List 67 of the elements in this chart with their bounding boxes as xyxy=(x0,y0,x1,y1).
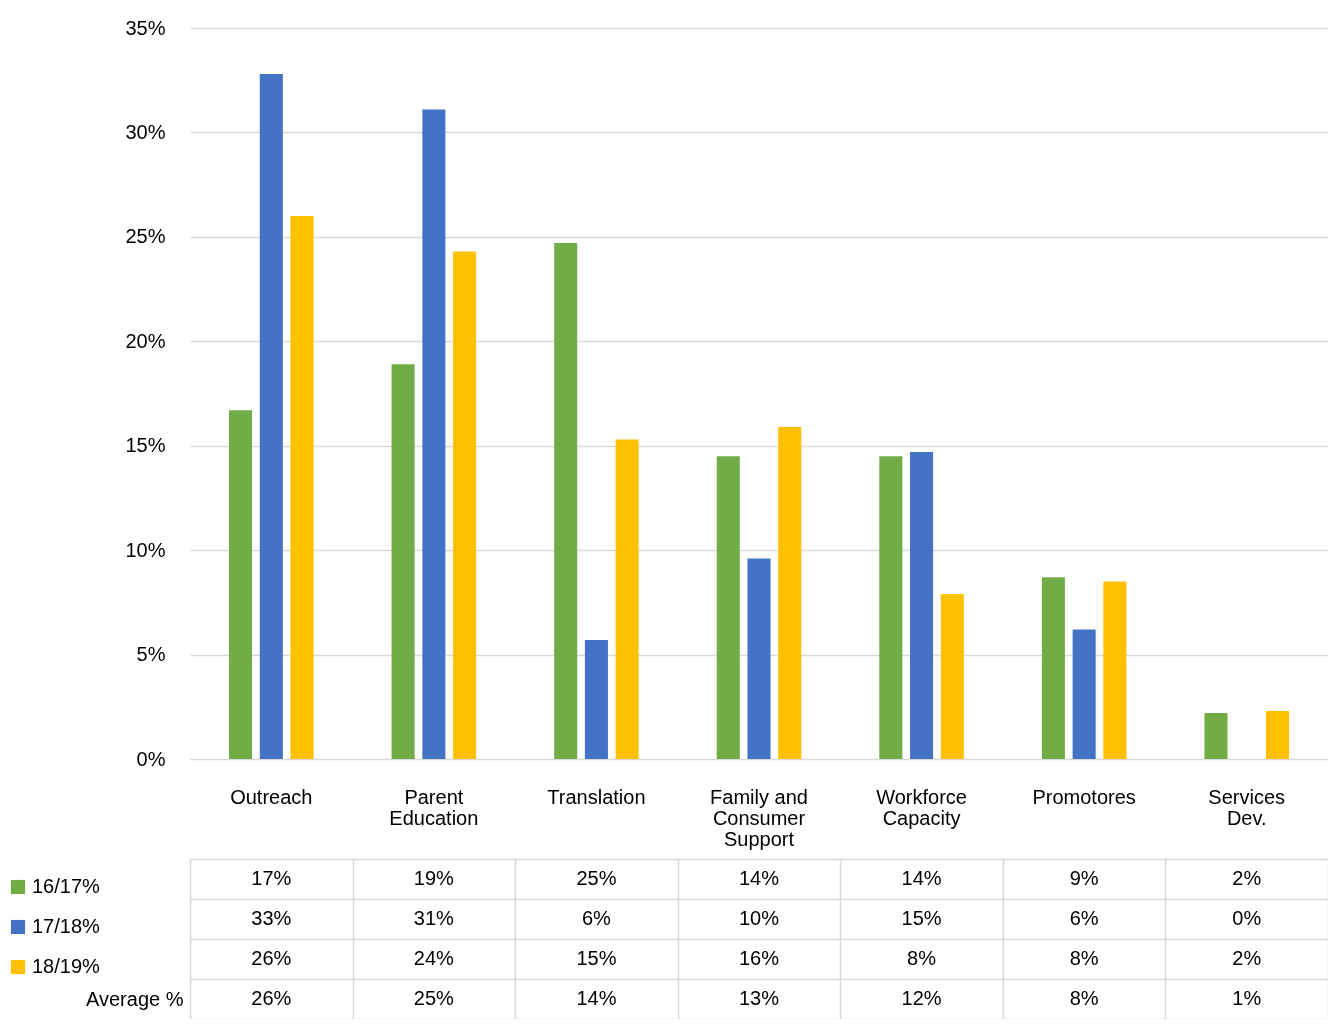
y-tick-label: 25% xyxy=(125,225,166,248)
y-tick-label: 15% xyxy=(125,434,166,457)
y-tick-label: 10% xyxy=(125,538,166,561)
data-label: 24% xyxy=(413,947,455,969)
bar xyxy=(716,456,740,759)
text: 26% xyxy=(251,987,292,1009)
data-label: 15% xyxy=(901,907,942,929)
data-label: 19% xyxy=(413,867,455,889)
bar xyxy=(290,215,314,759)
legend-label: 18/19% xyxy=(32,955,101,977)
bar xyxy=(1041,577,1065,759)
text: 1% xyxy=(1232,987,1262,1009)
x-tick-label: Outreach xyxy=(230,785,313,808)
bar xyxy=(584,639,608,759)
data-label: 33% xyxy=(251,907,292,929)
data-label: 14% xyxy=(738,867,780,889)
x-tick-label: Workforce Capacity xyxy=(876,785,967,829)
data-label: 8% xyxy=(907,947,937,969)
bar xyxy=(259,73,283,759)
data-label: 6% xyxy=(1069,907,1099,929)
bar xyxy=(778,426,802,759)
text: 13% xyxy=(738,987,780,1009)
x-tick-label: Parent Education xyxy=(389,785,479,829)
data-label: 0% xyxy=(1232,907,1262,929)
bar xyxy=(747,558,771,759)
text: 25% xyxy=(413,987,455,1009)
x-tick-label: Promotores xyxy=(1032,785,1136,808)
data-label: 31% xyxy=(413,907,455,929)
y-tick-label: 20% xyxy=(125,329,166,352)
bar xyxy=(879,456,903,759)
data-label: 25% xyxy=(576,867,617,889)
bar xyxy=(391,364,415,759)
x-tick-label: Services Dev. xyxy=(1208,785,1286,829)
bar xyxy=(1204,713,1228,759)
bar xyxy=(1265,710,1289,759)
data-label: 16% xyxy=(738,947,780,969)
y-tick-label: 5% xyxy=(136,643,166,666)
bar xyxy=(422,109,446,759)
bar xyxy=(940,594,964,759)
y-tick-label: 35% xyxy=(125,16,166,39)
text: 8% xyxy=(1069,987,1099,1009)
data-label: 2% xyxy=(1232,947,1262,969)
data-label: 10% xyxy=(738,907,780,929)
text: 12% xyxy=(901,987,942,1009)
data-label: 17% xyxy=(251,867,292,889)
data-label: 15% xyxy=(576,947,617,969)
text: 14% xyxy=(576,987,617,1009)
y-tick-label: 0% xyxy=(136,747,166,770)
legend-label: 17/18% xyxy=(32,915,101,937)
data-label: 8% xyxy=(1069,947,1099,969)
bar xyxy=(1103,581,1127,759)
data-label: 26% xyxy=(251,947,292,969)
bar xyxy=(910,451,934,759)
bar xyxy=(615,439,639,759)
data-label: 14% xyxy=(901,867,942,889)
data-label: 2% xyxy=(1232,867,1262,889)
data-label: 6% xyxy=(581,907,612,929)
bar xyxy=(229,410,253,759)
bar xyxy=(554,243,578,759)
legend-label: 16/17% xyxy=(32,875,101,897)
bar xyxy=(453,251,477,759)
bar xyxy=(1072,629,1096,759)
y-tick-label: 30% xyxy=(125,120,166,143)
x-tick-label: Family and Consumer Support xyxy=(710,785,808,850)
x-tick-label: Translation xyxy=(547,785,646,808)
data-label: 9% xyxy=(1069,867,1099,889)
text: Average % xyxy=(86,987,184,1010)
